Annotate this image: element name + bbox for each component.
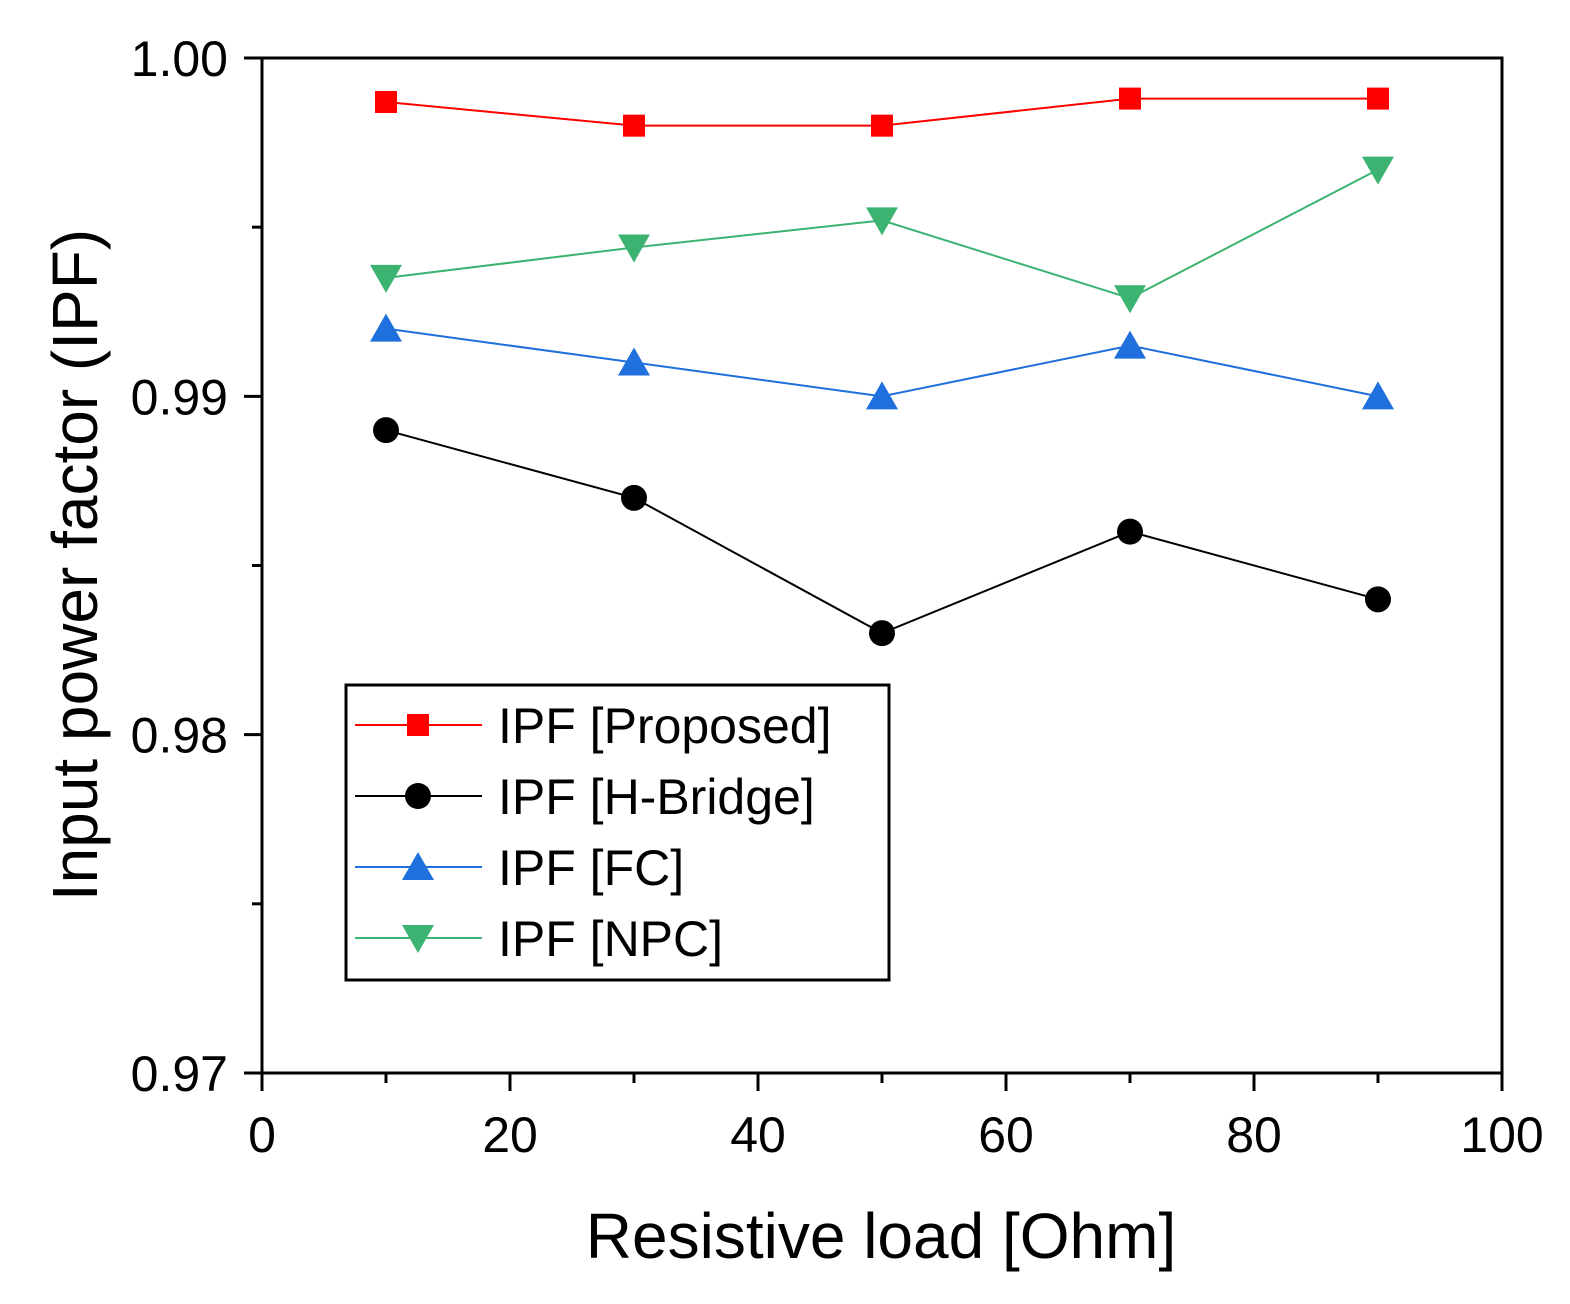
legend-label: IPF [Proposed] xyxy=(498,698,832,754)
axis-ticks: 0 20 40 60 80 100 0.97 0.98 0.99 1.00 xyxy=(131,31,1544,1163)
data-point-ipf-fc xyxy=(370,313,402,342)
legend-marker xyxy=(405,783,431,809)
series-ipf-npc xyxy=(370,156,1394,314)
x-tick-label: 80 xyxy=(1226,1107,1282,1163)
series-ipf-proposed xyxy=(375,87,1389,137)
legend-marker xyxy=(407,714,429,736)
y-axis-label: Input power factor (IPF) xyxy=(39,229,111,901)
data-point-ipf-npc xyxy=(866,207,898,236)
data-point-ipf-proposed xyxy=(1367,87,1389,110)
data-point-ipf-npc xyxy=(618,234,650,263)
legend-label: IPF [H-Bridge] xyxy=(498,769,815,825)
data-point-ipf-h-bridge xyxy=(1365,586,1391,613)
x-tick-label: 60 xyxy=(978,1107,1034,1163)
data-point-ipf-proposed xyxy=(1119,87,1141,110)
legend-item-ipf-npc: IPF [NPC] xyxy=(355,911,723,967)
x-tick-label: 40 xyxy=(730,1107,786,1163)
y-tick-label: 0.98 xyxy=(131,708,228,764)
legend-box xyxy=(344,683,891,982)
y-tick-label: 0.99 xyxy=(131,369,228,425)
data-point-ipf-fc xyxy=(618,347,650,376)
data-point-ipf-npc xyxy=(1362,156,1394,185)
legend-item-ipf-h-bridge: IPF [H-Bridge] xyxy=(355,769,815,825)
series-ipf-h-bridge xyxy=(373,417,1391,647)
legend: IPF [Proposed] IPF [H-Bridge] IPF [FC] IPF … xyxy=(344,683,891,982)
x-tick-label: 100 xyxy=(1460,1107,1543,1163)
legend-marker xyxy=(402,925,434,953)
legend-marker xyxy=(402,852,434,880)
data-point-ipf-npc xyxy=(1114,285,1146,314)
data-point-ipf-fc xyxy=(1114,330,1146,359)
data-point-ipf-proposed xyxy=(871,114,893,137)
legend-item-ipf-proposed: IPF [Proposed] xyxy=(355,698,832,754)
data-point-ipf-fc xyxy=(866,381,898,410)
series-ipf-fc xyxy=(370,313,1394,410)
x-tick-label: 20 xyxy=(482,1107,538,1163)
data-point-ipf-npc xyxy=(370,264,402,293)
data-point-ipf-proposed xyxy=(623,114,645,137)
data-point-ipf-fc xyxy=(1362,381,1394,410)
x-tick-label: 0 xyxy=(248,1107,276,1163)
data-point-ipf-h-bridge xyxy=(621,484,647,511)
data-series xyxy=(370,87,1394,647)
legend-label: IPF [FC] xyxy=(498,840,684,896)
data-point-ipf-proposed xyxy=(375,90,397,113)
data-point-ipf-h-bridge xyxy=(1117,518,1143,545)
data-point-ipf-h-bridge xyxy=(373,417,399,444)
y-tick-label: 1.00 xyxy=(131,31,228,87)
x-axis-label: Resistive load [Ohm] xyxy=(586,1200,1176,1272)
legend-label: IPF [NPC] xyxy=(498,911,723,967)
data-point-ipf-h-bridge xyxy=(869,620,895,647)
y-tick-label: 0.97 xyxy=(131,1046,228,1102)
legend-item-ipf-fc: IPF [FC] xyxy=(355,840,684,896)
